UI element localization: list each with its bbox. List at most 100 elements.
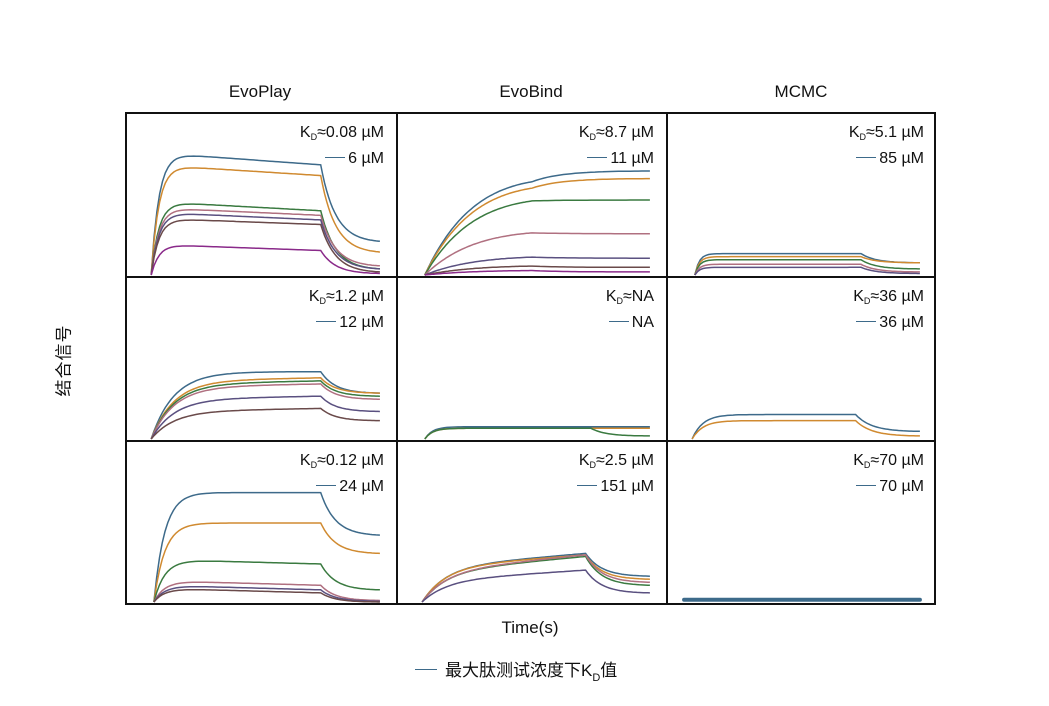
kd-value: ≈0.12 µM [317, 452, 384, 469]
kd-value-label: KD≈36 µM [853, 286, 924, 312]
kd-annotation: KD≈1.2 µM 12 µM [309, 286, 384, 333]
panel: KD≈1.2 µM 12 µM [127, 278, 396, 440]
sensorgram-curve [153, 588, 380, 603]
sensorgram-curve [691, 419, 920, 440]
legend-concentration: 12 µM [339, 314, 384, 331]
panel-plot [694, 252, 920, 276]
kd-symbol: K [578, 452, 590, 469]
kd-value-label: KD≈5.1 µM [849, 122, 924, 148]
kd-value-label: KD≈70 µM [853, 450, 924, 476]
kd-annotation: KD≈0.08 µM 6 µM [300, 122, 384, 169]
sensorgram-curve [421, 569, 650, 603]
panel: KD≈36 µM 36 µM [668, 278, 936, 440]
kd-subscript: D [859, 132, 866, 142]
kd-symbol: K [853, 288, 864, 305]
sensorgram-curve [694, 263, 920, 276]
legend-line-icon [415, 669, 437, 670]
sensorgram-curve [424, 256, 650, 276]
sensorgram-curve [421, 554, 650, 603]
kd-value: ≈5.1 µM [865, 124, 924, 141]
legend-concentration: 151 µM [600, 478, 654, 495]
sensorgram-curve [150, 219, 380, 276]
footer-legend-suffix: 值 [600, 661, 618, 680]
kd-symbol: K [578, 124, 590, 141]
sensorgram-curve [150, 380, 380, 440]
kd-annotation: KD≈NA NA [606, 286, 654, 333]
kd-annotation: KD≈70 µM 70 µM [853, 450, 924, 497]
kd-symbol: K [299, 452, 311, 469]
kd-value: ≈0.08 µM [317, 124, 384, 141]
sensorgram-curve [153, 560, 380, 603]
kd-subscript: D [319, 296, 326, 306]
sensorgram-curve [424, 232, 650, 276]
footer-legend: 最大肽测试浓度下KD值 [415, 656, 617, 684]
sensorgram-curve [153, 491, 380, 603]
kd-symbol: K [853, 452, 864, 469]
legend-line-icon [316, 485, 337, 486]
legend-concentration: 24 µM [339, 478, 384, 495]
legend-entry: 36 µM [853, 312, 924, 333]
kd-value: ≈36 µM [870, 288, 924, 305]
panel-plot [682, 597, 922, 602]
kd-subscript: D [310, 460, 318, 470]
kd-value-label: KD≈2.5 µM [577, 450, 654, 476]
legend-line-icon [587, 157, 608, 158]
legend-line-icon [325, 157, 346, 158]
kd-subscript: D [616, 296, 623, 306]
kd-subscript: D [310, 132, 318, 142]
legend-concentration: 85 µM [879, 150, 924, 167]
kd-value: ≈1.2 µM [325, 288, 384, 305]
sensorgram-curve [153, 585, 380, 603]
kd-value: ≈70 µM [870, 452, 924, 469]
kd-value: ≈NA [622, 288, 654, 305]
legend-entry: NA [606, 312, 654, 333]
legend-line-icon [856, 321, 877, 322]
kd-value-label: KD≈1.2 µM [309, 286, 384, 312]
panel-plot [691, 413, 920, 440]
kd-value-label: KD≈0.12 µM [300, 450, 384, 476]
kd-value: ≈2.5 µM [595, 452, 654, 469]
sensorgram-curve [150, 203, 380, 276]
kd-value-label: KD≈0.08 µM [300, 122, 384, 148]
y-axis-label: 结合信号 [54, 324, 74, 397]
panel: KD≈70 µM 70 µM [668, 442, 936, 603]
kd-subscript: D [589, 460, 596, 470]
column-title-evobind: EvoBind [499, 82, 563, 101]
legend-entry: 24 µM [300, 476, 384, 497]
legend-line-icon [856, 157, 877, 158]
sensorgram-curve [150, 377, 380, 440]
legend-entry: 6 µM [300, 148, 384, 169]
sensorgram-curve [424, 427, 650, 440]
kd-symbol: K [308, 288, 320, 305]
legend-concentration: 6 µM [348, 150, 384, 167]
kd-value-label: KD≈8.7 µM [579, 122, 654, 148]
panel: KD≈8.7 µM 11 µM [398, 114, 666, 276]
sensorgram-curve [150, 407, 380, 440]
column-title-evoplay: EvoPlay [228, 82, 292, 101]
panel: KD≈0.12 µM 24 µM [127, 442, 396, 603]
legend-line-icon [856, 485, 877, 486]
kd-subscript: D [589, 132, 596, 142]
panel-grid: KD≈0.08 µM 6 µM KD≈8.7 µM 11 µM KD≈5.1 µM 85 … [125, 112, 936, 605]
panel-plot [424, 426, 650, 440]
kd-value-label: KD≈NA [606, 286, 654, 312]
legend-concentration: 36 µM [879, 314, 924, 331]
legend-line-icon [608, 321, 629, 322]
kd-symbol: K [848, 124, 860, 141]
panel-plot [421, 552, 650, 603]
legend-entry: 151 µM [577, 476, 654, 497]
sensorgram-curve [150, 213, 380, 276]
panel-plot [150, 155, 381, 276]
sensorgram-curve [150, 383, 380, 440]
legend-concentration: 70 µM [879, 478, 924, 495]
grid-divider [396, 114, 398, 603]
sensorgram-curve [424, 177, 650, 276]
sensorgram-curve [424, 427, 650, 440]
panel: KD≈5.1 µM 85 µM [668, 114, 936, 276]
kd-value: ≈8.7 µM [595, 124, 654, 141]
sensorgram-curve [424, 199, 650, 276]
sensorgram-curve [153, 522, 380, 603]
panel-plot [153, 491, 380, 603]
legend-entry: 11 µM [579, 148, 654, 169]
grid-divider [666, 114, 668, 603]
